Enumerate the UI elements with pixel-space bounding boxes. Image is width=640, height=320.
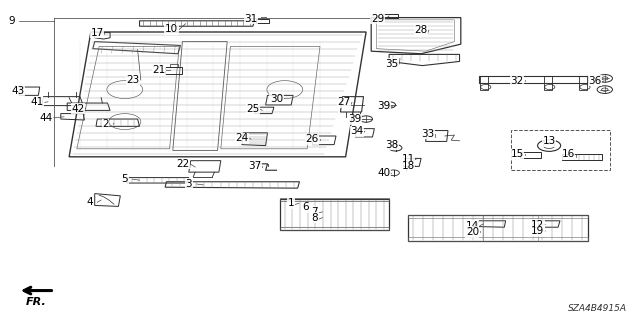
Text: 32: 32 [511, 76, 524, 86]
Text: 23: 23 [127, 75, 140, 85]
Text: 28: 28 [415, 25, 428, 36]
Text: 3: 3 [186, 179, 192, 189]
Text: SZA4B4915A: SZA4B4915A [568, 304, 627, 313]
Text: 34: 34 [351, 126, 364, 136]
Bar [511, 130, 610, 170]
Text: 13: 13 [543, 136, 556, 147]
Text: 1: 1 [288, 198, 294, 208]
Text: 14: 14 [466, 220, 479, 231]
Text: 41: 41 [31, 97, 44, 108]
Text: 9: 9 [8, 16, 15, 26]
Text: 11: 11 [402, 154, 415, 164]
Text: 17: 17 [91, 28, 104, 38]
Text: 16: 16 [562, 149, 575, 159]
Text: 44: 44 [40, 113, 52, 123]
Text: 10: 10 [165, 24, 178, 35]
Text: 37: 37 [248, 161, 261, 171]
Text: 38: 38 [385, 140, 398, 150]
Text: 33: 33 [421, 129, 434, 139]
Text: 31: 31 [244, 13, 257, 24]
Text: 42: 42 [72, 104, 84, 114]
Text: 12: 12 [531, 220, 544, 230]
Text: 18: 18 [402, 161, 415, 172]
Text: 26: 26 [306, 134, 319, 144]
Text: 40: 40 [378, 168, 390, 179]
Text: FR.: FR. [26, 297, 46, 307]
Text: 15: 15 [511, 149, 524, 159]
Text: 4: 4 [86, 197, 93, 207]
Text: 22: 22 [176, 159, 189, 169]
Text: 43: 43 [12, 86, 24, 96]
Text: 5: 5 [122, 174, 128, 184]
Text: 25: 25 [246, 104, 259, 115]
Text: 36: 36 [589, 76, 602, 86]
Text: 19: 19 [531, 226, 544, 236]
Text: 30: 30 [270, 93, 283, 104]
Text: 8: 8 [312, 212, 318, 223]
Text: 39: 39 [349, 114, 362, 124]
Text: 27: 27 [338, 97, 351, 108]
Text: 7: 7 [312, 207, 318, 217]
Text: 20: 20 [466, 227, 479, 237]
Text: 35: 35 [385, 59, 398, 69]
Text: 2: 2 [102, 119, 109, 129]
Text: 6: 6 [303, 202, 309, 212]
Text: 24: 24 [236, 133, 248, 143]
Text: 39: 39 [378, 101, 390, 111]
Text: 21: 21 [152, 65, 165, 76]
Text: 29: 29 [371, 13, 384, 24]
